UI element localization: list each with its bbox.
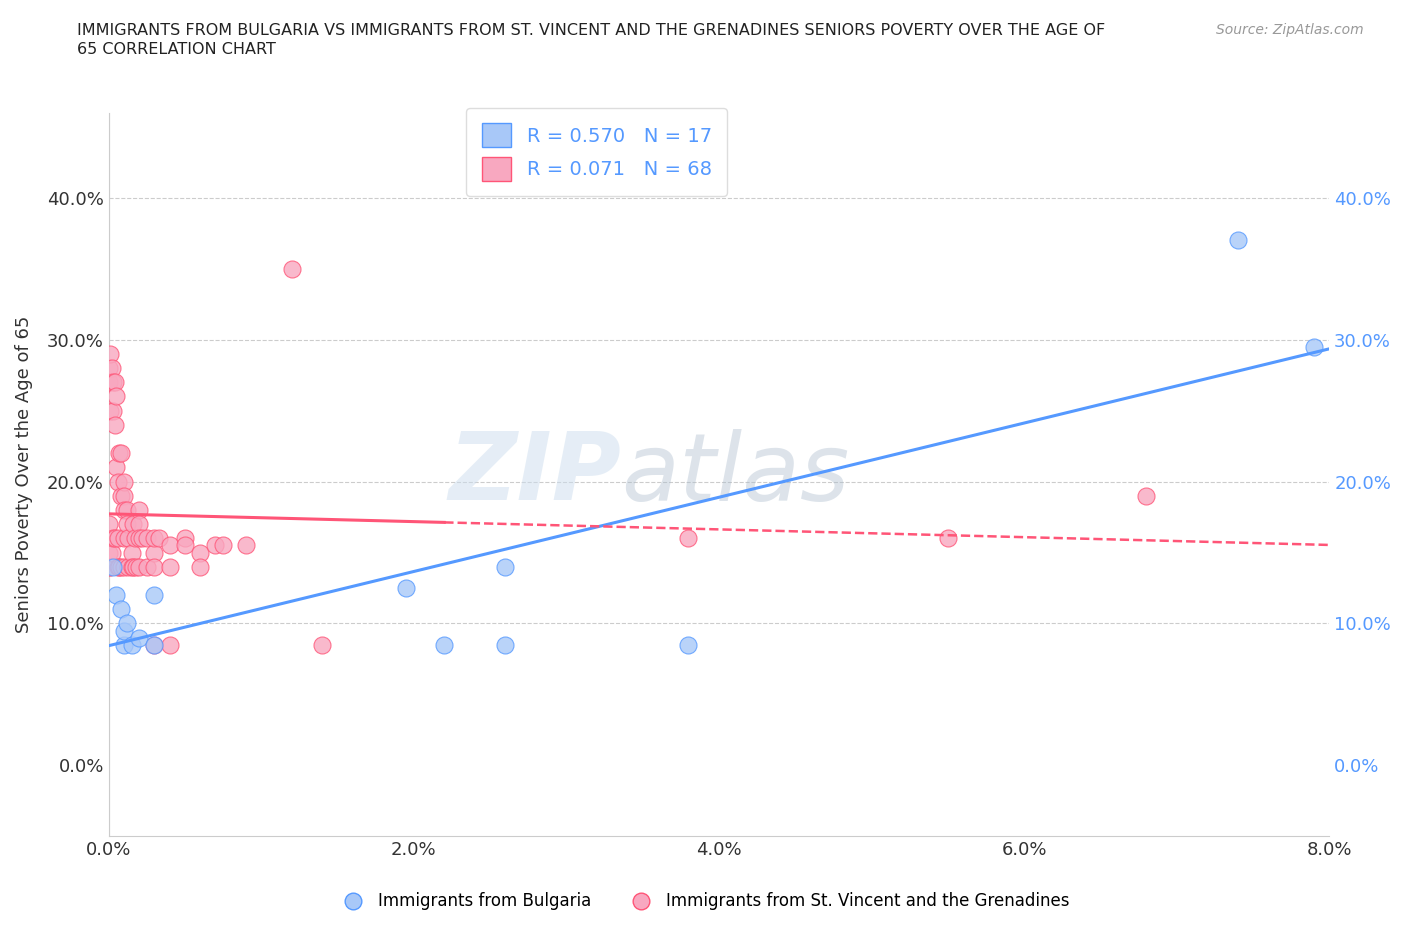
Point [143,559,166,574]
Point [117,559,139,574]
Text: Source: ZipAtlas.com: Source: ZipAtlas.com [1216,23,1364,37]
Point [97,559,120,574]
Point [112,559,135,574]
Point [112,623,135,638]
Point [108,559,131,574]
Point [103,375,125,390]
Point [105,460,128,475]
Point [110,602,132,617]
Point [678,531,700,546]
Point [112,502,135,517]
Point [104,375,127,390]
Text: atlas: atlas [621,429,849,520]
Point [107,559,129,574]
Point [107,531,129,546]
Point [395,580,418,595]
Point [98,346,121,361]
Point [104,418,127,432]
Point [98,559,121,574]
Point [1226,232,1249,247]
Point [122,559,145,574]
Point [433,637,456,652]
Point [188,545,211,560]
Point [159,559,181,574]
Point [135,559,157,574]
Text: IMMIGRANTS FROM BULGARIA VS IMMIGRANTS FROM ST. VINCENT AND THE GRENADINES SENIO: IMMIGRANTS FROM BULGARIA VS IMMIGRANTS F… [77,23,1105,38]
Point [1303,339,1326,354]
Point [280,261,302,276]
Point [204,538,226,552]
Point [148,531,170,546]
Point [143,588,166,603]
Point [112,531,135,546]
Point [143,637,166,652]
Point [110,445,132,460]
Point [125,559,148,574]
Point [112,474,135,489]
Point [103,559,125,574]
Point [117,531,139,546]
Point [100,361,122,376]
Point [135,531,157,546]
Legend: R = 0.570   N = 17, R = 0.071   N = 68: R = 0.570 N = 17, R = 0.071 N = 68 [467,108,727,196]
Point [115,502,138,517]
Point [103,531,125,546]
Point [100,545,122,560]
Point [107,474,129,489]
Point [494,637,516,652]
Point [97,517,120,532]
Text: ZIP: ZIP [449,429,621,521]
Point [110,559,132,574]
Point [122,517,145,532]
Point [188,559,211,574]
Point [143,637,166,652]
Point [174,538,197,552]
Y-axis label: Seniors Poverty Over the Age of 65: Seniors Poverty Over the Age of 65 [15,316,32,633]
Point [128,517,150,532]
Point [97,361,120,376]
Point [212,538,235,552]
Point [678,637,700,652]
Point [131,531,153,546]
Point [128,631,150,645]
Point [112,637,135,652]
Point [121,637,143,652]
Point [143,531,166,546]
Point [128,531,150,546]
Point [108,445,131,460]
Point [98,404,121,418]
Point [112,488,135,503]
Text: 65 CORRELATION CHART: 65 CORRELATION CHART [77,42,276,57]
Point [105,389,128,404]
Point [97,545,120,560]
Point [104,531,127,546]
Point [936,531,959,546]
Point [97,375,120,390]
Point [128,559,150,574]
Point [121,559,143,574]
Point [115,616,138,631]
Point [1135,488,1157,503]
Point [110,488,132,503]
Point [105,588,128,603]
Legend: Immigrants from Bulgaria, Immigrants from St. Vincent and the Grenadines: Immigrants from Bulgaria, Immigrants fro… [329,885,1077,917]
Point [159,637,181,652]
Point [311,637,333,652]
Point [494,559,516,574]
Point [235,538,257,552]
Point [124,531,146,546]
Point [103,404,125,418]
Point [159,538,181,552]
Point [174,531,197,546]
Point [143,545,166,560]
Point [121,545,143,560]
Point [128,502,150,517]
Point [115,517,138,532]
